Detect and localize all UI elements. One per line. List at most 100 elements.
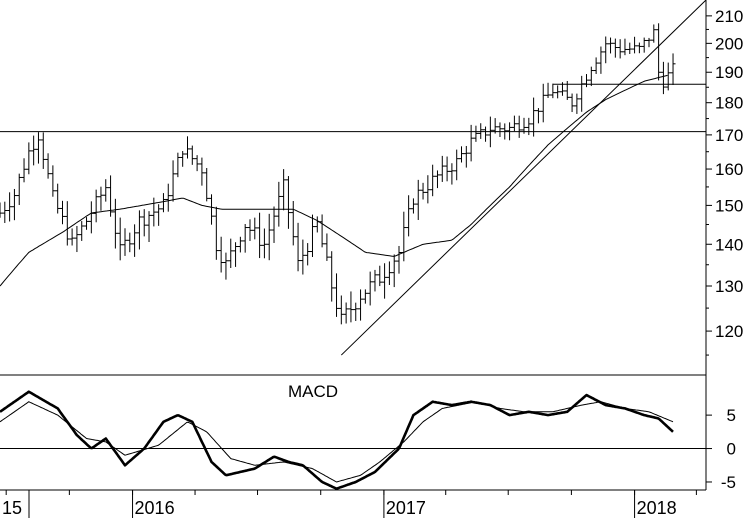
price-bar	[420, 182, 426, 200]
price-bar	[74, 225, 80, 253]
price-y-tick-label: 120	[715, 322, 743, 341]
price-bar	[180, 151, 186, 167]
price-bar	[88, 201, 94, 234]
price-bar	[338, 295, 344, 325]
price-bar	[319, 214, 325, 248]
price-y-tick-label: 170	[715, 126, 743, 145]
price-bar	[218, 236, 224, 273]
price-bar	[362, 289, 368, 304]
price-bar	[141, 209, 147, 237]
price-bar	[516, 115, 522, 138]
price-bar	[175, 152, 181, 178]
price-bar	[151, 197, 157, 227]
price-bar	[478, 123, 484, 139]
price-bar	[656, 23, 662, 81]
uptrend-line	[340, 0, 707, 356]
price-bar	[473, 125, 479, 142]
price-bar	[281, 169, 287, 211]
price-bar	[160, 193, 166, 213]
price-bar	[386, 261, 392, 285]
price-bar	[358, 289, 364, 321]
price-bar	[146, 211, 152, 243]
price-bar	[535, 108, 541, 124]
price-bar	[521, 117, 527, 134]
price-bar	[454, 149, 460, 181]
price-bar	[300, 239, 306, 275]
price-panel	[0, 0, 707, 356]
price-bar	[665, 62, 671, 91]
macd-y-tick-label: -5	[721, 473, 736, 492]
price-bar	[622, 38, 628, 56]
price-bar	[324, 233, 330, 261]
price-bar	[16, 173, 22, 206]
price-bar	[184, 136, 190, 159]
price-bar	[329, 251, 335, 302]
price-bar	[194, 155, 200, 172]
price-bar	[127, 232, 133, 253]
price-bar	[228, 238, 234, 269]
price-y-tick-label: 140	[715, 235, 743, 254]
macd-line	[0, 390, 674, 491]
price-bar	[314, 216, 320, 233]
price-bar	[2, 201, 8, 223]
price-bar	[242, 224, 248, 253]
price-bar	[612, 38, 618, 58]
price-bar	[641, 37, 647, 53]
price-bar	[112, 198, 118, 249]
price-bar	[285, 176, 291, 229]
price-bar	[276, 181, 282, 227]
price-bar	[550, 83, 556, 99]
price-bar	[593, 57, 599, 74]
price-bar	[468, 124, 474, 162]
price-bar	[531, 97, 537, 137]
price-bar	[156, 204, 162, 226]
price-bar	[290, 200, 296, 246]
x-tick-label: 15	[2, 498, 22, 518]
price-bar	[170, 160, 176, 202]
price-bar	[26, 142, 32, 175]
price-bar	[415, 179, 421, 220]
price-bar	[367, 271, 373, 306]
price-bar	[617, 39, 623, 59]
price-bar	[660, 61, 666, 95]
price-bar	[511, 115, 517, 132]
price-bar	[401, 211, 407, 262]
price-bar	[103, 179, 109, 202]
price-bar	[439, 155, 445, 182]
price-bar	[213, 206, 219, 260]
price-y-tick-label: 130	[715, 277, 743, 296]
price-bar	[569, 93, 575, 113]
macd-title: MACD	[288, 382, 338, 401]
price-bar	[391, 254, 397, 288]
price-bar	[31, 135, 37, 166]
price-bar	[579, 75, 585, 112]
price-bar	[252, 217, 258, 240]
price-bar	[430, 164, 436, 197]
price-bar	[266, 213, 272, 261]
price-bar	[79, 221, 85, 241]
price-bar	[584, 74, 590, 88]
price-bar	[434, 170, 440, 189]
price-y-tick-label: 200	[715, 34, 743, 53]
price-bar	[199, 157, 205, 186]
price-bar	[545, 82, 551, 98]
x-tick-label: 2017	[386, 498, 426, 518]
price-bar	[59, 200, 65, 225]
price-bar	[444, 156, 450, 182]
price-bar	[247, 219, 253, 241]
price-bar	[632, 36, 638, 54]
price-bar	[410, 198, 416, 214]
macd-panel: MACD	[0, 382, 706, 491]
price-bar	[603, 36, 609, 64]
price-bar	[21, 158, 27, 183]
price-bar	[295, 222, 301, 272]
macd-y-tick-label: 5	[727, 406, 736, 425]
price-bar	[608, 37, 614, 54]
price-bar	[223, 252, 229, 280]
price-bar	[425, 175, 431, 204]
price-bar	[204, 167, 210, 202]
price-bar	[406, 195, 412, 237]
price-bar	[257, 212, 263, 259]
